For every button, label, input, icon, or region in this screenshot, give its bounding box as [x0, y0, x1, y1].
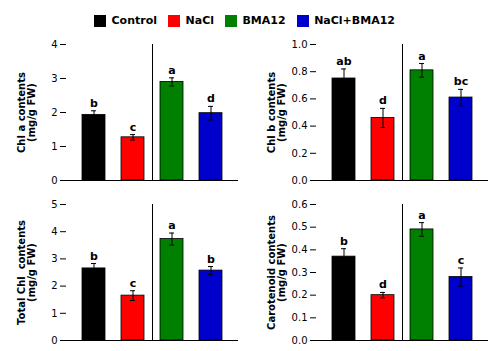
svg-text:0: 0 [51, 335, 57, 346]
svg-text:0.4: 0.4 [292, 120, 308, 131]
svg-text:Total Chl contents(mg/g FW): Total Chl contents(mg/g FW) [16, 220, 37, 325]
svg-text:3: 3 [51, 73, 57, 84]
svg-text:b: b [90, 250, 98, 263]
svg-text:a: a [418, 209, 425, 222]
svg-text:1: 1 [51, 308, 57, 319]
svg-text:2: 2 [51, 107, 57, 118]
svg-text:0.0: 0.0 [292, 335, 308, 346]
svg-text:ab: ab [336, 55, 351, 68]
svg-text:0.2: 0.2 [292, 289, 308, 300]
svg-text:2: 2 [51, 280, 57, 291]
svg-text:0.1: 0.1 [292, 312, 308, 323]
svg-text:0.6: 0.6 [292, 93, 308, 104]
svg-text:a: a [168, 64, 175, 77]
html-text:NaCl: NaCl [185, 14, 214, 27]
svg-text:0.6: 0.6 [292, 199, 308, 210]
svg-text:0.3: 0.3 [292, 267, 308, 278]
svg-text:d: d [379, 94, 387, 107]
svg-text:c: c [130, 121, 137, 134]
svg-text:b: b [340, 235, 348, 248]
svg-text:4: 4 [51, 39, 57, 50]
svg-text:0.4: 0.4 [292, 244, 308, 255]
svg-text:Carotenoid contents(mg/g FW): Carotenoid contents(mg/g FW) [266, 215, 287, 330]
svg-text:b: b [207, 253, 215, 266]
html-text:NaCl+BMA12: NaCl+BMA12 [314, 14, 395, 27]
svg-text:0.0: 0.0 [292, 175, 308, 186]
html-text:BMA12: BMA12 [242, 14, 286, 27]
svg-text:0.2: 0.2 [292, 148, 308, 159]
svg-text:d: d [207, 92, 215, 105]
svg-text:d: d [379, 278, 387, 291]
svg-text:a: a [418, 50, 425, 63]
svg-text:3: 3 [51, 253, 57, 264]
svg-text:1.0: 1.0 [292, 39, 308, 50]
html-text:Control: Control [111, 14, 157, 27]
svg-text:4: 4 [51, 226, 57, 237]
svg-text:0.8: 0.8 [292, 66, 308, 77]
svg-text:a: a [168, 219, 175, 232]
svg-text:c: c [458, 254, 465, 267]
svg-text:1: 1 [51, 141, 57, 152]
svg-text:5: 5 [51, 199, 57, 210]
svg-text:c: c [130, 277, 137, 290]
svg-text:0: 0 [51, 175, 57, 186]
svg-text:Chl a contents(mg/g FW): Chl a contents(mg/g FW) [16, 72, 37, 153]
svg-text:Chl b contents(mg/g FW): Chl b contents(mg/g FW) [266, 72, 287, 153]
svg-text:bc: bc [454, 75, 468, 88]
svg-text:0.5: 0.5 [292, 221, 308, 232]
svg-text:b: b [90, 97, 98, 110]
